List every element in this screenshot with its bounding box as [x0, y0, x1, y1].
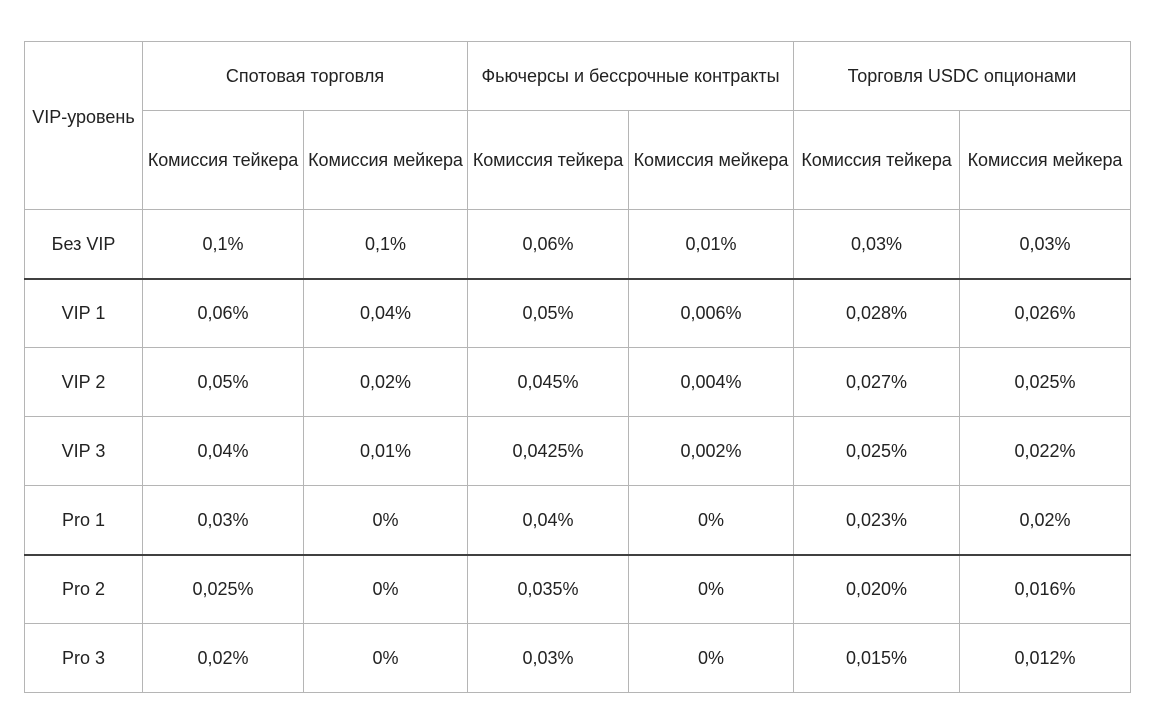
- table-row: VIP 2 0,05% 0,02% 0,045% 0,004% 0,027% 0…: [24, 347, 1131, 417]
- options-taker-cell: 0,020%: [793, 553, 960, 624]
- options-maker-header: Комиссия мейкера: [959, 110, 1131, 210]
- options-taker-cell: 0,028%: [793, 277, 960, 348]
- spot-maker-cell: 0,02%: [303, 347, 468, 417]
- futures-maker-cell: 0%: [628, 623, 794, 693]
- futures-taker-cell: 0,04%: [467, 485, 629, 555]
- spot-taker-cell: 0,03%: [142, 485, 304, 555]
- futures-taker-cell: 0,06%: [467, 209, 629, 279]
- vip-level-cell: Pro 3: [24, 623, 143, 693]
- options-maker-cell: 0,02%: [959, 485, 1131, 555]
- header-row-groups: VIP-уровень Спотовая торговля Фьючерсы и…: [24, 41, 1131, 210]
- futures-taker-cell: 0,035%: [467, 553, 629, 624]
- spot-taker-cell: 0,02%: [142, 623, 304, 693]
- table-row: Без VIP 0,1% 0,1% 0,06% 0,01% 0,03% 0,03…: [24, 209, 1131, 279]
- vip-level-cell: Pro 1: [24, 485, 143, 555]
- spot-maker-cell: 0%: [303, 485, 468, 555]
- futures-header: Фьючерсы и бессрочные контракты: [467, 41, 794, 111]
- vip-level-cell: Без VIP: [24, 209, 143, 279]
- options-maker-cell: 0,022%: [959, 416, 1131, 486]
- table-row: VIP 3 0,04% 0,01% 0,0425% 0,002% 0,025% …: [24, 416, 1131, 486]
- vip-level-cell: VIP 2: [24, 347, 143, 417]
- options-maker-cell: 0,012%: [959, 623, 1131, 693]
- spot-maker-cell: 0,1%: [303, 209, 468, 279]
- options-taker-cell: 0,023%: [793, 485, 960, 555]
- spot-taker-cell: 0,04%: [142, 416, 304, 486]
- futures-maker-cell: 0%: [628, 553, 794, 624]
- futures-taker-header: Комиссия тейкера: [467, 110, 629, 210]
- futures-maker-cell: 0%: [628, 485, 794, 555]
- usdc-options-header: Торговля USDC опционами: [793, 41, 1131, 111]
- vip-level-cell: VIP 1: [24, 277, 143, 348]
- futures-maker-header: Комиссия мейкера: [628, 110, 794, 210]
- spot-taker-header: Комиссия тейкера: [142, 110, 304, 210]
- spot-taker-cell: 0,025%: [142, 553, 304, 624]
- spot-maker-header: Комиссия мейкера: [303, 110, 468, 210]
- table-row: VIP 1 0,06% 0,04% 0,05% 0,006% 0,028% 0,…: [24, 277, 1131, 348]
- futures-taker-cell: 0,0425%: [467, 416, 629, 486]
- futures-taker-cell: 0,05%: [467, 277, 629, 348]
- header-row-fees: Комиссия тейкера Комиссия мейкера Комисс…: [25, 110, 1131, 210]
- options-maker-cell: 0,025%: [959, 347, 1131, 417]
- spot-taker-cell: 0,1%: [142, 209, 304, 279]
- options-taker-cell: 0,025%: [793, 416, 960, 486]
- options-maker-cell: 0,026%: [959, 277, 1131, 348]
- futures-maker-cell: 0,002%: [628, 416, 794, 486]
- options-taker-cell: 0,027%: [793, 347, 960, 417]
- futures-taker-cell: 0,045%: [467, 347, 629, 417]
- options-taker-cell: 0,015%: [793, 623, 960, 693]
- spot-maker-cell: 0%: [303, 553, 468, 624]
- spot-taker-cell: 0,06%: [142, 277, 304, 348]
- options-maker-cell: 0,016%: [959, 553, 1131, 624]
- spot-trading-header: Спотовая торговля: [142, 41, 468, 111]
- options-maker-cell: 0,03%: [959, 209, 1131, 279]
- futures-taker-cell: 0,03%: [467, 623, 629, 693]
- vip-level-cell: VIP 3: [24, 416, 143, 486]
- spot-maker-cell: 0,01%: [303, 416, 468, 486]
- spot-maker-cell: 0,04%: [303, 277, 468, 348]
- table-row: Pro 3 0,02% 0% 0,03% 0% 0,015% 0,012%: [24, 623, 1131, 693]
- vip-level-header: VIP-уровень: [24, 41, 143, 210]
- vip-level-cell: Pro 2: [24, 553, 143, 624]
- options-taker-header: Комиссия тейкера: [793, 110, 960, 210]
- spot-taker-cell: 0,05%: [142, 347, 304, 417]
- futures-maker-cell: 0,004%: [628, 347, 794, 417]
- fee-table: VIP-уровень Спотовая торговля Фьючерсы и…: [24, 41, 1131, 693]
- spot-maker-cell: 0%: [303, 623, 468, 693]
- futures-maker-cell: 0,006%: [628, 277, 794, 348]
- table-row: Pro 1 0,03% 0% 0,04% 0% 0,023% 0,02%: [24, 485, 1131, 555]
- options-taker-cell: 0,03%: [793, 209, 960, 279]
- futures-maker-cell: 0,01%: [628, 209, 794, 279]
- table-row: Pro 2 0,025% 0% 0,035% 0% 0,020% 0,016%: [24, 553, 1131, 624]
